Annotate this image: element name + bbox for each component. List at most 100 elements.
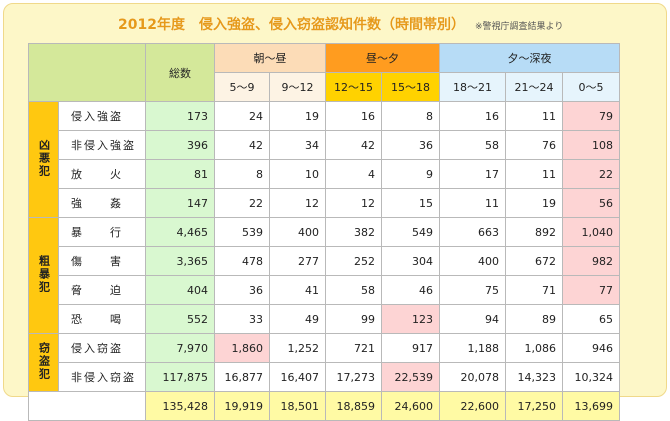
table-row: 粗暴犯暴 行 4,465 539 400 382 549 663 892 1,040 (28, 217, 620, 334)
value-cell: 1,040 (562, 217, 620, 247)
value-cell: 982 (562, 246, 620, 276)
category-cell: 凶悪犯 (28, 101, 59, 218)
value-cell: 400 (269, 217, 326, 247)
value-cell: 99 (325, 304, 382, 334)
column-total-cell: 24,600 (381, 391, 440, 421)
crime-type-label: 侵入強盗 (58, 101, 146, 131)
value-cell: 12 (269, 188, 326, 218)
row-total-cell: 147 (145, 188, 215, 218)
crime-type-label: 傷 害 (58, 246, 146, 276)
value-cell: 539 (214, 217, 270, 247)
crime-type-label: 脅 迫 (58, 275, 146, 305)
value-cell: 17 (439, 159, 506, 189)
value-cell: 1,860 (214, 333, 270, 363)
value-cell: 917 (381, 333, 440, 363)
value-cell: 56 (562, 188, 620, 218)
crime-type-label: 暴 行 (58, 217, 146, 247)
header-time-slot: 12～15 (325, 72, 382, 102)
value-cell: 10 (269, 159, 326, 189)
header-time-slot: 21～24 (505, 72, 563, 102)
value-cell: 58 (325, 275, 382, 305)
category-cell: 窃盗犯 (28, 333, 59, 392)
header-blank-cell (28, 43, 146, 102)
value-cell: 672 (505, 246, 563, 276)
category-label: 窃盗犯 (37, 341, 51, 381)
table-row: 非侵入強盗 396 42 34 42 36 58 76 108 (29, 130, 620, 160)
table-row: 凶悪犯 侵入強盗 173 24 19 16 8 16 11 79 (28, 101, 620, 218)
crime-type-label: 放 火 (58, 159, 146, 189)
value-cell: 36 (381, 130, 440, 160)
header-time-slot: 15～18 (381, 72, 440, 102)
header-time-slot: 9～12 (269, 72, 326, 102)
header-time-slot: 5～9 (214, 72, 270, 102)
value-cell: 1,188 (439, 333, 506, 363)
value-cell: 20,078 (439, 362, 506, 392)
value-cell: 11 (505, 101, 563, 131)
value-cell: 33 (214, 304, 270, 334)
value-cell: 252 (325, 246, 382, 276)
value-cell: 71 (505, 275, 563, 305)
page-title: 2012年度 侵入強盗、侵入窃盗認知件数（時間帯別） (118, 17, 465, 33)
value-cell: 4 (325, 159, 382, 189)
value-cell: 11 (439, 188, 506, 218)
crime-type-label: 強 姦 (58, 188, 146, 218)
value-cell: 16 (325, 101, 382, 131)
value-cell: 14,323 (505, 362, 563, 392)
value-cell: 42 (325, 130, 382, 160)
value-cell: 36 (214, 275, 270, 305)
value-cell: 892 (505, 217, 563, 247)
category-cell: 粗暴犯 (28, 217, 59, 334)
value-cell: 478 (214, 246, 270, 276)
value-cell: 34 (269, 130, 326, 160)
value-cell: 721 (325, 333, 382, 363)
value-cell: 89 (505, 304, 563, 334)
table-row: 傷 害 3,365 478 277 252 304 400 672 982 (29, 246, 620, 276)
totals-row: 135,428 19,919 18,501 18,859 24,600 22,600 17,… (28, 391, 620, 421)
value-cell: 9 (381, 159, 440, 189)
value-cell: 16 (439, 101, 506, 131)
table-row: 窃盗犯 侵入窃盗 7,970 1,860 1,252 721 917 1,188 1,086 94… (28, 333, 620, 392)
category-label: 凶悪犯 (37, 138, 51, 178)
header-time-slot: 0～5 (562, 72, 620, 102)
value-cell: 16,407 (269, 362, 326, 392)
value-cell: 22 (214, 188, 270, 218)
value-cell: 65 (562, 304, 620, 334)
value-cell: 10,324 (562, 362, 620, 392)
title-row: 2012年度 侵入強盗、侵入窃盗認知件数（時間帯別） ※警視庁調査結果より (118, 14, 563, 34)
row-total-cell: 7,970 (145, 333, 215, 363)
value-cell: 76 (505, 130, 563, 160)
value-cell: 108 (562, 130, 620, 160)
value-cell: 12 (325, 188, 382, 218)
column-total-cell: 18,501 (269, 391, 326, 421)
value-cell: 15 (381, 188, 440, 218)
column-total-cell: 18,859 (325, 391, 382, 421)
header-band: 昼～夕 (325, 43, 440, 73)
value-cell: 22,539 (381, 362, 440, 392)
row-total-cell: 3,365 (145, 246, 215, 276)
table-row: 恐 喝 552 33 49 99 123 94 89 65 (29, 304, 620, 334)
value-cell: 17,273 (325, 362, 382, 392)
value-cell: 123 (381, 304, 440, 334)
header-time-slot: 18～21 (439, 72, 506, 102)
value-cell: 79 (562, 101, 620, 131)
value-cell: 75 (439, 275, 506, 305)
header-band: 夕～深夜 (439, 43, 620, 73)
value-cell: 1,252 (269, 333, 326, 363)
value-cell: 77 (562, 275, 620, 305)
value-cell: 16,877 (214, 362, 270, 392)
row-total-cell: 173 (145, 101, 215, 131)
header-row-bands: 総数 朝～昼 昼～夕 夕～深夜 (28, 43, 620, 102)
value-cell: 42 (214, 130, 270, 160)
totals-blank-cell (28, 391, 146, 421)
value-cell: 277 (269, 246, 326, 276)
crime-type-label: 恐 喝 (58, 304, 146, 334)
table-row: 脅 迫 404 36 41 58 46 75 71 77 (29, 275, 620, 305)
value-cell: 1,086 (505, 333, 563, 363)
row-total-cell: 396 (145, 130, 215, 160)
value-cell: 22 (562, 159, 620, 189)
column-total-cell: 19,919 (214, 391, 270, 421)
crime-type-label: 非侵入窃盗 (58, 362, 146, 392)
value-cell: 304 (381, 246, 440, 276)
column-total-cell: 13,699 (562, 391, 620, 421)
table-row: 強 姦 147 22 12 12 15 11 19 56 (29, 188, 620, 218)
